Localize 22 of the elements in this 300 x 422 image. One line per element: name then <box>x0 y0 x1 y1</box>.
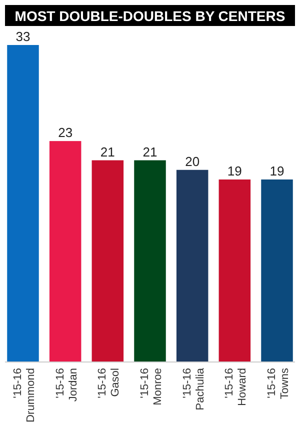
data-label: 23 <box>58 125 73 140</box>
data-label: 19 <box>270 163 284 178</box>
x-tick-label: '15-16 Howard <box>224 368 249 406</box>
bar <box>92 160 124 362</box>
x-tick-label: '15-16 Drummond <box>12 368 37 422</box>
data-label: 19 <box>227 163 242 178</box>
data-label: 21 <box>142 144 158 160</box>
data-label: 21 <box>100 144 115 160</box>
x-tick-label: '15-16 Pachulia <box>181 367 206 410</box>
x-tick-label: '15-16 Monroe <box>139 368 164 406</box>
data-label: 20 <box>185 154 200 169</box>
data-label: 33 <box>16 29 30 44</box>
x-tick-label: '15-16 Towns <box>266 368 292 400</box>
x-tick-label: '15-16 Gasol <box>96 368 122 398</box>
bar <box>134 160 166 362</box>
chart-title: MOST DOUBLE-DOUBLES BY CENTERS <box>14 8 286 24</box>
x-tick-label: '15-16 Jordan <box>54 368 80 402</box>
bar <box>49 141 82 362</box>
bar <box>218 179 251 362</box>
bar <box>7 45 39 362</box>
bar <box>261 179 293 362</box>
bar <box>176 170 208 362</box>
